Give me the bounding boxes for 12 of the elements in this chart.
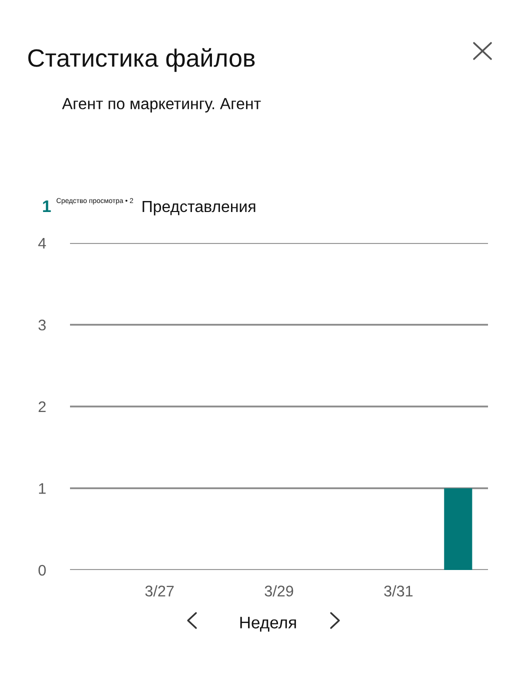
chart-subtitle: Агент по маркетингу. Агент — [62, 98, 261, 112]
x-tick-label: 3/31 — [384, 585, 413, 596]
y-tick-label: 4 — [38, 238, 46, 249]
y-tick-label: 2 — [38, 401, 46, 412]
x-axis-title: Неделя — [240, 616, 296, 632]
x-tick-label: 3/29 — [264, 585, 294, 596]
y-tick-label: 1 — [39, 483, 46, 494]
chart-title: Статистика файлов — [28, 48, 255, 72]
x-tick-label: 3/27 — [145, 585, 174, 596]
y-tick-label: 3 — [38, 320, 46, 330]
text: Представления — [142, 201, 256, 216]
y-tick-label: 0 — [38, 564, 46, 576]
